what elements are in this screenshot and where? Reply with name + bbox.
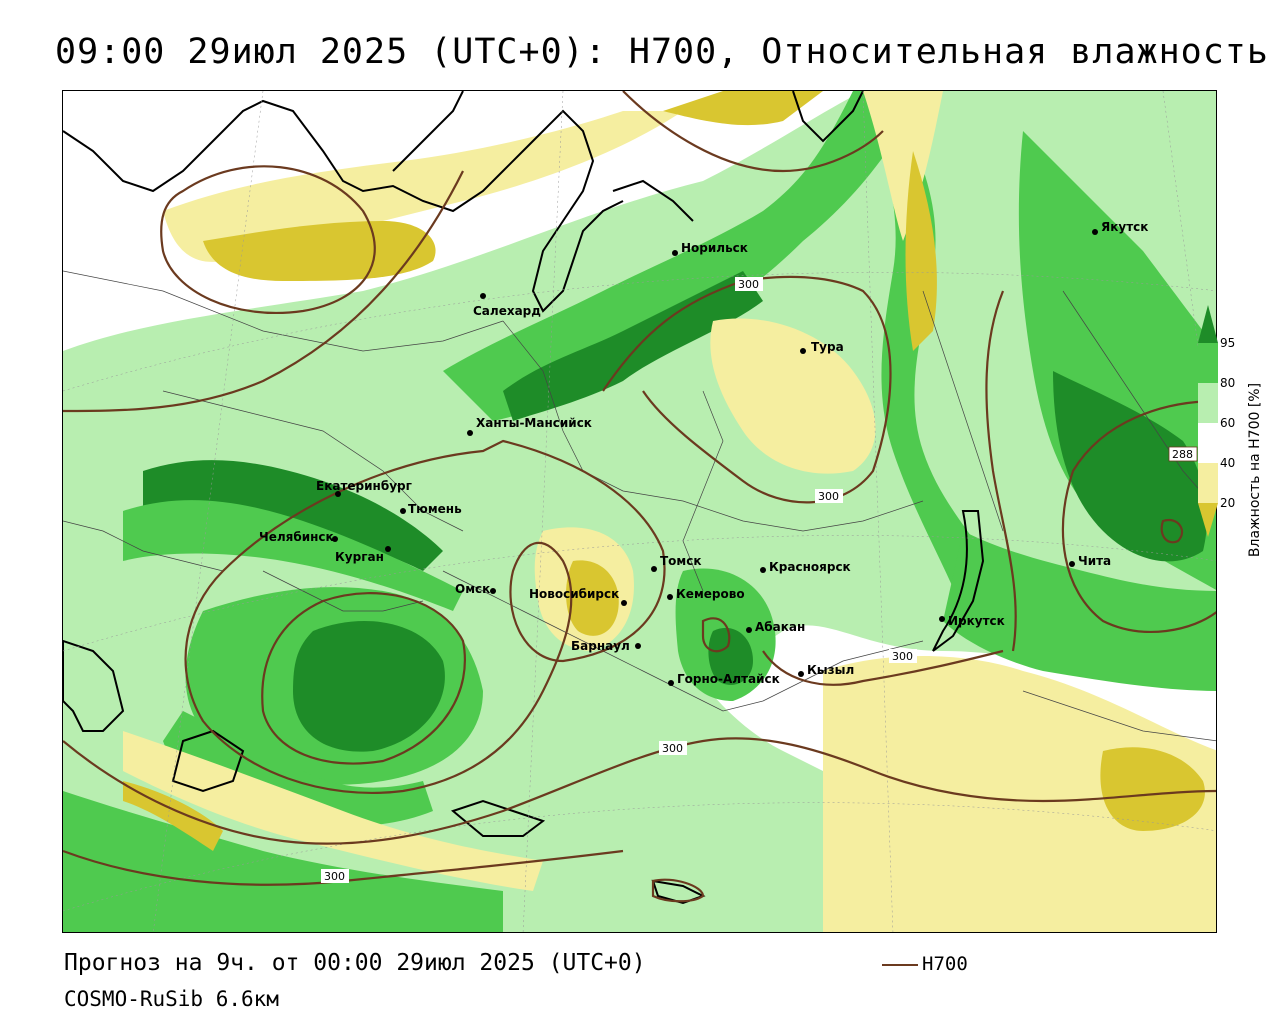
city-dot: [667, 594, 673, 600]
city-dot: [668, 680, 674, 686]
city-label: Ханты-Мансийск: [476, 416, 592, 430]
colorbar-tick: 95: [1220, 336, 1236, 350]
city-label: Барнаул: [571, 639, 630, 653]
colorbar-tick: 60: [1220, 416, 1236, 430]
h700-contours: [63, 91, 1216, 903]
h700-legend-label: H700: [922, 953, 968, 975]
colorbar-20-40: [1198, 463, 1218, 503]
model-line: COSMO-RuSib 6.6км: [64, 987, 279, 1011]
city-dot: [635, 643, 641, 649]
city-label: Иркутск: [948, 614, 1005, 628]
contour-label: 288: [1172, 448, 1193, 461]
colorbar-40-60: [1198, 423, 1218, 463]
colorbar-tick: 20: [1220, 496, 1236, 510]
city-label: Курган: [335, 550, 384, 564]
city-dot: [335, 491, 341, 497]
map-title: 09:00 29июл 2025 (UTC+0): H700, Относите…: [55, 32, 1269, 72]
contour-label: 300: [738, 278, 759, 291]
city-dot: [672, 250, 678, 256]
city-label: Горно-Алтайск: [677, 672, 780, 686]
city-dot: [1069, 561, 1075, 567]
city-dot: [385, 546, 391, 552]
city-label: Кызыл: [807, 663, 854, 677]
contour-label: 300: [892, 650, 913, 663]
contour-labels: 300 300 300 300 300 288: [321, 277, 1198, 883]
city-label: Омск: [455, 582, 490, 596]
city-dot: [467, 430, 473, 436]
colorbar-gt95: [1198, 305, 1218, 343]
city-dot: [800, 348, 806, 354]
dry-regions: [123, 91, 1216, 932]
city-dot: [400, 508, 406, 514]
city-label: Якутск: [1101, 220, 1148, 234]
humidity-colorbar: [1198, 305, 1218, 537]
city-label: Норильск: [681, 241, 748, 255]
city-label: Челябинск: [259, 530, 334, 544]
city-label: Новосибирск: [529, 587, 619, 601]
city-label: Тюмень: [408, 502, 462, 516]
city-dot: [621, 600, 627, 606]
contour-label: 300: [662, 742, 683, 755]
city-label: Екатеринбург: [316, 479, 412, 493]
colorbar-80-95: [1198, 343, 1218, 383]
colorbar-title-text: Влажность на H700 [%]: [1247, 382, 1263, 558]
h700-legend-line: [882, 964, 918, 966]
city-dot: [746, 627, 752, 633]
city-label: Томск: [660, 554, 702, 568]
city-dot: [490, 588, 496, 594]
city-dot: [760, 567, 766, 573]
colorbar-tick: 80: [1220, 376, 1236, 390]
contour-label: 300: [324, 870, 345, 883]
city-label: Красноярск: [769, 560, 851, 574]
city-label: Кемерово: [676, 587, 745, 601]
city-dot: [798, 671, 804, 677]
weather-map[interactable]: 300 300 300 300 300 288 Норильск Якутск …: [62, 90, 1217, 933]
city-dot: [651, 566, 657, 572]
contour-label: 300: [818, 490, 839, 503]
city-label: Салехард: [473, 304, 541, 318]
city-label: Абакан: [755, 620, 805, 634]
city-markers: Норильск Якутск Салехард Тура Ханты-Манс…: [259, 220, 1148, 686]
coastlines: [63, 91, 985, 905]
colorbar-tick: 40: [1220, 456, 1236, 470]
forecast-line: Прогноз на 9ч. от 00:00 29июл 2025 (UTC+…: [64, 950, 646, 976]
colorbar-lt20: [1198, 503, 1218, 537]
city-label: Тура: [811, 340, 844, 354]
city-dot: [1092, 229, 1098, 235]
colorbar-60-80: [1198, 383, 1218, 423]
colorbar-title: Влажность на H700 [%]: [1247, 350, 1263, 590]
city-dot: [332, 536, 338, 542]
city-dot: [939, 616, 945, 622]
map-canvas: 300 300 300 300 300 288 Норильск Якутск …: [63, 91, 1216, 932]
city-label: Чита: [1078, 554, 1111, 568]
city-dot: [480, 293, 486, 299]
